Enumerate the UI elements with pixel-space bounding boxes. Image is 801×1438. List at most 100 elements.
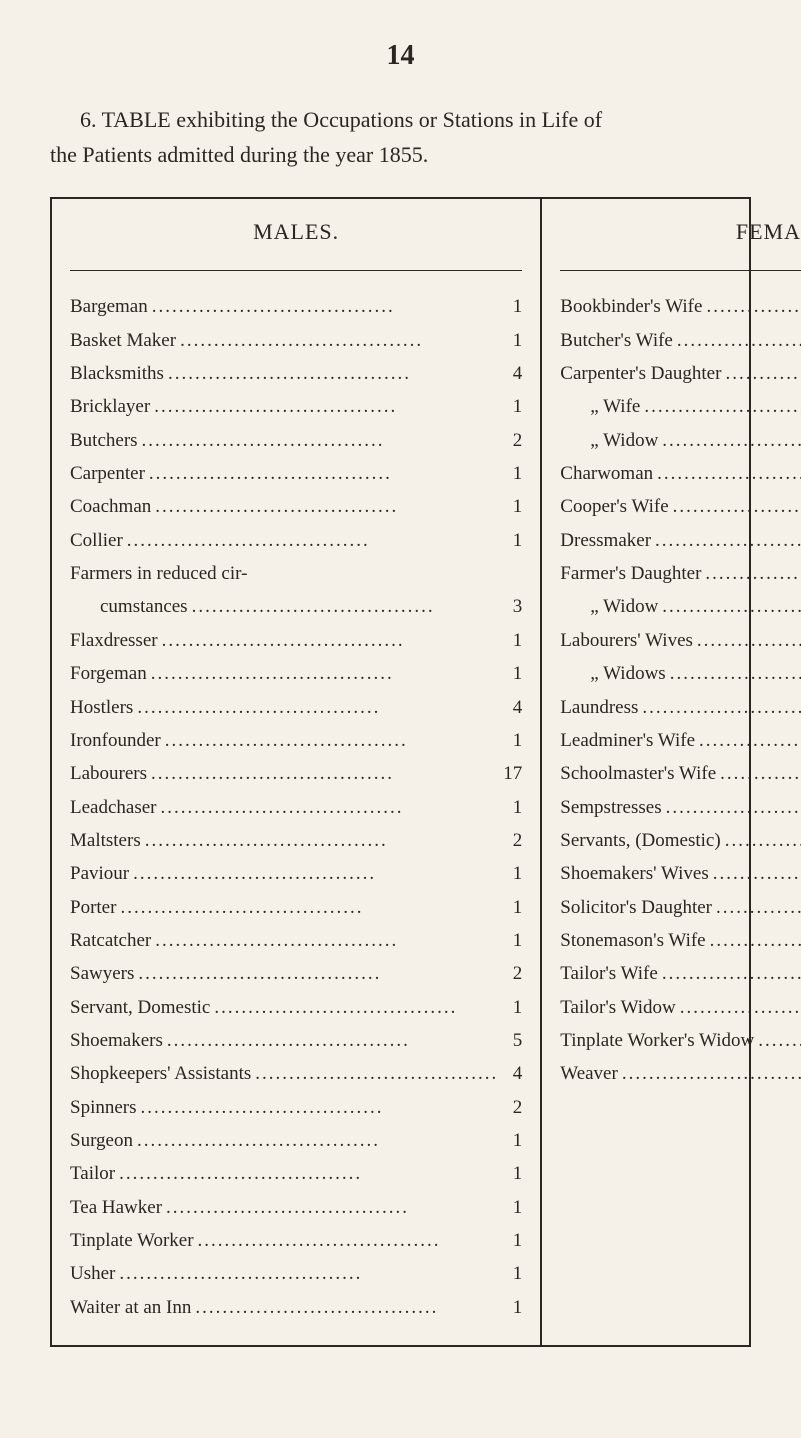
page-number: 14: [50, 40, 751, 72]
entry-dots: ....................................: [149, 458, 498, 489]
males-header: MALES.: [70, 219, 522, 255]
entry-value: 2: [502, 1092, 522, 1123]
entry-dots: ....................................: [666, 792, 801, 823]
entry-dots: ....................................: [697, 625, 801, 656]
entry-dots: ....................................: [167, 1025, 498, 1056]
entry-value: 1: [502, 1158, 522, 1189]
entry-dots: ....................................: [119, 1158, 498, 1189]
entry-label: Sempstresses: [560, 792, 661, 823]
entry-value: 1: [502, 925, 522, 956]
entry-dots: ....................................: [120, 892, 498, 923]
entry-value: 1: [502, 658, 522, 689]
table-row: Butcher's Wife..........................…: [560, 325, 801, 356]
table-row: Carpenter's Daughter....................…: [560, 358, 801, 389]
table-row: Tailor's Wife...........................…: [560, 958, 801, 989]
table-row: Dressmaker..............................…: [560, 525, 801, 556]
table-row: Labourers' Wives........................…: [560, 625, 801, 656]
table-row: Ratcatcher..............................…: [70, 925, 522, 956]
entry-label: Carpenter's Daughter: [560, 358, 721, 389]
entry-dots: ....................................: [137, 1125, 498, 1156]
entry-value: 17: [502, 758, 522, 789]
entry-value: 1: [502, 1192, 522, 1223]
entry-label: Shopkeepers' Assistants: [70, 1058, 251, 1089]
entry-label: Servant, Domestic: [70, 992, 210, 1023]
entry-label: Cooper's Wife: [560, 491, 668, 522]
table-row: Ironfounder.............................…: [70, 725, 522, 756]
entry-dots: ....................................: [145, 825, 499, 856]
entry-dots: ....................................: [127, 525, 499, 556]
males-entries: Bargeman................................…: [70, 291, 522, 1323]
entry-label: Tea Hawker: [70, 1192, 162, 1223]
entry-label: „ Wife: [560, 391, 640, 422]
entry-dots: ....................................: [644, 391, 801, 422]
entry-value: 1: [502, 858, 522, 889]
entry-label: Solicitor's Daughter: [560, 892, 712, 923]
table-row: Tailor's Widow..........................…: [560, 992, 801, 1023]
table-row: Spinners................................…: [70, 1092, 522, 1123]
entry-dots: ....................................: [152, 291, 499, 322]
entry-dots: ....................................: [716, 892, 801, 923]
table-row: Solicitor's Daughter....................…: [560, 892, 801, 923]
table-row: „ Widows................................…: [560, 658, 801, 689]
entry-label: Ratcatcher: [70, 925, 151, 956]
entry-label: Charwoman: [560, 458, 653, 489]
table-row: Surgeon.................................…: [70, 1125, 522, 1156]
entry-dots: ....................................: [180, 325, 498, 356]
table-row: Carpenter...............................…: [70, 458, 522, 489]
entry-value: 1: [502, 892, 522, 923]
entry-label: Labourers: [70, 758, 147, 789]
entry-value: 1: [502, 325, 522, 356]
table-row: Bargeman................................…: [70, 291, 522, 322]
entry-value: 1: [502, 1125, 522, 1156]
entry-label: Schoolmaster's Wife: [560, 758, 716, 789]
intro-text: 6. TABLE exhibiting the Occupations or S…: [50, 102, 751, 172]
entry-label: Butcher's Wife: [560, 325, 673, 356]
entry-label: Butchers: [70, 425, 138, 456]
entry-dots: ....................................: [162, 625, 499, 656]
header-divider: [560, 270, 801, 271]
entry-dots: ....................................: [655, 525, 801, 556]
table-row: Shoemakers..............................…: [70, 1025, 522, 1056]
entry-dots: ....................................: [713, 858, 801, 889]
entry-label: Bookbinder's Wife: [560, 291, 702, 322]
table-row: Schoolmaster's Wife.....................…: [560, 758, 801, 789]
entry-dots: ....................................: [677, 325, 801, 356]
entry-dots: ....................................: [166, 1192, 498, 1223]
table-row: Tea Hawker..............................…: [70, 1192, 522, 1223]
table-row: Shopkeepers' Assistants.................…: [70, 1058, 522, 1089]
entry-label: Paviour: [70, 858, 129, 889]
entry-value: 1: [502, 625, 522, 656]
entry-value: 3: [502, 591, 522, 622]
entry-label: Weaver: [560, 1058, 618, 1089]
table-row: Sawyers.................................…: [70, 958, 522, 989]
entry-dots: ....................................: [699, 725, 801, 756]
entry-dots: ....................................: [725, 358, 801, 389]
entry-label: Shoemakers: [70, 1025, 163, 1056]
entry-label: „ Widow: [560, 425, 658, 456]
entry-label: „ Widow: [560, 591, 658, 622]
entry-label: cumstances: [70, 591, 188, 622]
entry-dots: ....................................: [657, 458, 801, 489]
table-row: Forgeman................................…: [70, 658, 522, 689]
entry-dots: ....................................: [168, 358, 498, 389]
table-row: Hostlers................................…: [70, 692, 522, 723]
females-header: FEMALES.: [560, 219, 801, 255]
table-row: Farmers in reduced cir-: [70, 558, 522, 589]
table-row: „ Widow.................................…: [560, 591, 801, 622]
entry-label: Sawyers: [70, 958, 134, 989]
entry-label: Leadminer's Wife: [560, 725, 695, 756]
entry-label: Hostlers: [70, 692, 133, 723]
entry-value: 1: [502, 1292, 522, 1323]
entry-value: 2: [502, 958, 522, 989]
entry-dots: ....................................: [680, 992, 801, 1023]
entry-value: 4: [502, 358, 522, 389]
header-divider: [70, 270, 522, 271]
entry-dots: ....................................: [214, 992, 498, 1023]
entry-label: Collier: [70, 525, 123, 556]
entry-label: Bargeman: [70, 291, 148, 322]
entry-dots: ....................................: [195, 1292, 498, 1323]
entry-dots: ....................................: [670, 658, 801, 689]
entry-dots: ....................................: [662, 958, 801, 989]
entry-label: Farmer's Daughter: [560, 558, 701, 589]
entry-dots: ....................................: [133, 858, 498, 889]
